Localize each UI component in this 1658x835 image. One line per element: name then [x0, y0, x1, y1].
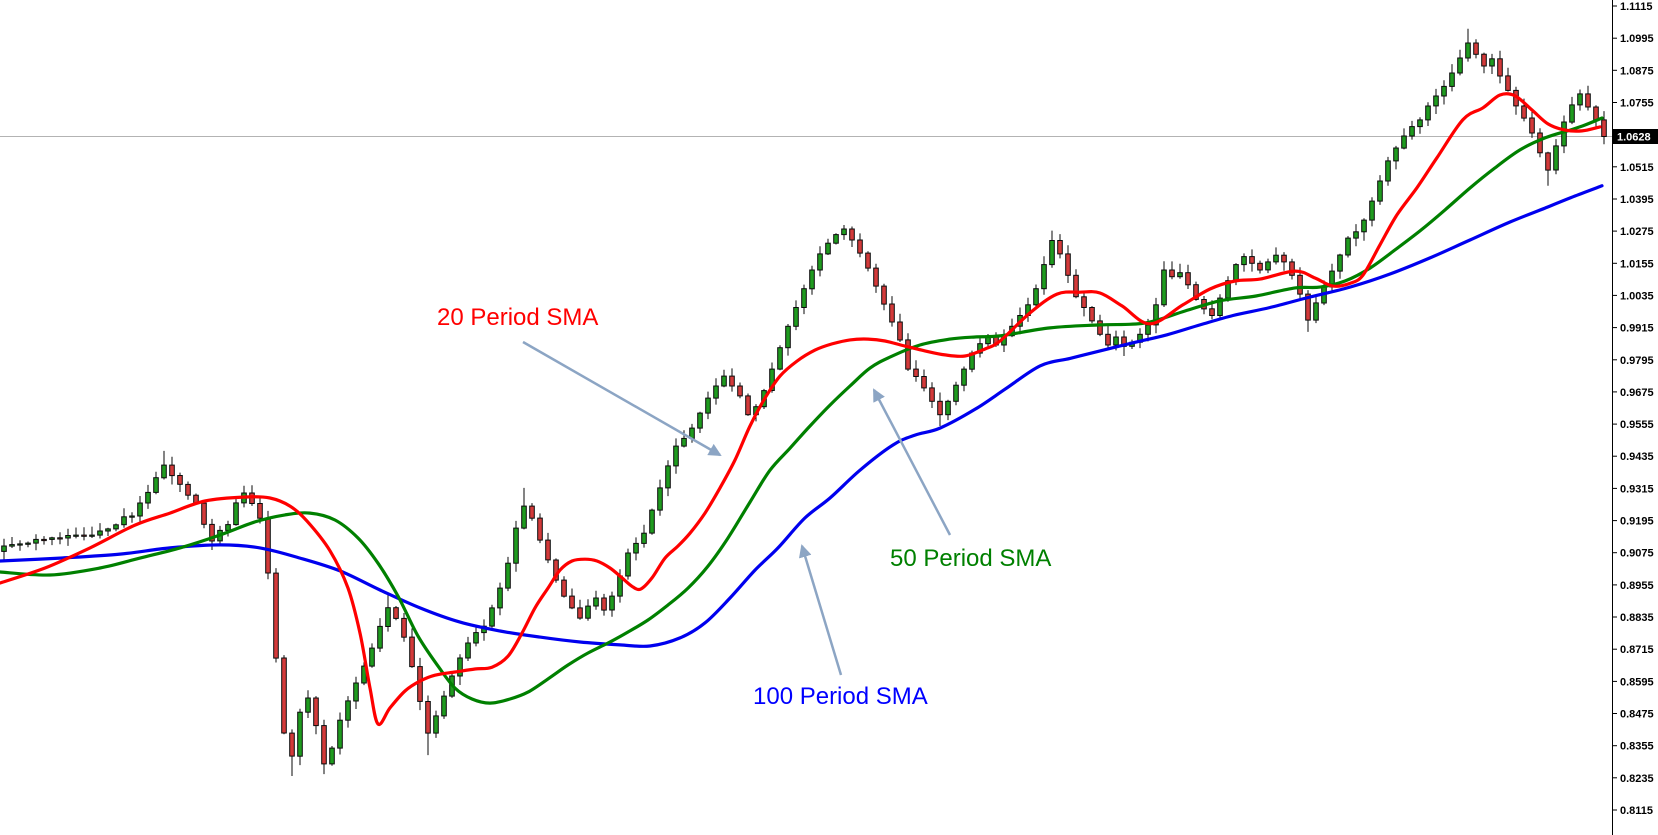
- price-tick-label: 0.8115: [1620, 805, 1653, 817]
- price-tick-label: 1.0875: [1620, 65, 1654, 77]
- price-tick-label: 1.0275: [1620, 226, 1654, 238]
- price-tick-label: 1.0515: [1620, 162, 1654, 174]
- price-tick-label: 0.8715: [1620, 644, 1654, 656]
- price-tick-label: 0.9555: [1620, 419, 1654, 431]
- candlestick-series: [1, 28, 1607, 776]
- price-tick-label: 0.9435: [1620, 451, 1654, 463]
- price-tick-label: 0.8475: [1620, 709, 1654, 721]
- annotations: 20 Period SMA 50 Period SMA 100 Period S…: [437, 304, 1051, 710]
- sma-50-line: [0, 116, 1604, 705]
- price-tick-label: 0.9915: [1620, 323, 1654, 335]
- price-tick-label: 0.9195: [1620, 516, 1654, 528]
- price-tick-label: 1.0395: [1620, 194, 1654, 206]
- price-tick-label: 1.0035: [1620, 290, 1654, 302]
- price-tick-label: 1.0995: [1620, 33, 1654, 45]
- sma100-arrow: [798, 544, 843, 676]
- sma-100-line: [0, 184, 1604, 648]
- sma20-arrow: [522, 340, 722, 457]
- price-tick-label: 0.8955: [1620, 580, 1654, 592]
- current-price-tag: 1.0628: [1613, 129, 1658, 144]
- price-tick-label: 1.0155: [1620, 258, 1654, 270]
- price-tick-label: 0.8595: [1620, 676, 1654, 688]
- price-axis[interactable]: 1.11151.09951.08751.07551.06351.05151.03…: [1612, 0, 1654, 835]
- price-tick-label: 1.1115: [1620, 1, 1652, 13]
- sma50-arrow: [872, 388, 952, 536]
- sma50-label: 50 Period SMA: [890, 545, 1051, 572]
- sma-lines: [0, 92, 1604, 727]
- price-tick-label: 0.9795: [1620, 355, 1654, 367]
- price-tick-label: 0.9675: [1620, 387, 1654, 399]
- current-price-box: [1613, 129, 1658, 144]
- sma100-label: 100 Period SMA: [753, 683, 928, 710]
- current-price-label: 1.0628: [1617, 132, 1651, 144]
- price-tick-label: 1.0755: [1620, 98, 1654, 110]
- price-tick-label: 0.8235: [1620, 773, 1654, 785]
- price-tick-label: 0.8835: [1620, 612, 1654, 624]
- price-tick-label: 0.9315: [1620, 483, 1654, 495]
- price-tick-label: 0.9075: [1620, 548, 1654, 560]
- sma-20-line: [0, 92, 1602, 727]
- price-tick-label: 0.8355: [1620, 741, 1654, 753]
- sma20-label: 20 Period SMA: [437, 304, 598, 331]
